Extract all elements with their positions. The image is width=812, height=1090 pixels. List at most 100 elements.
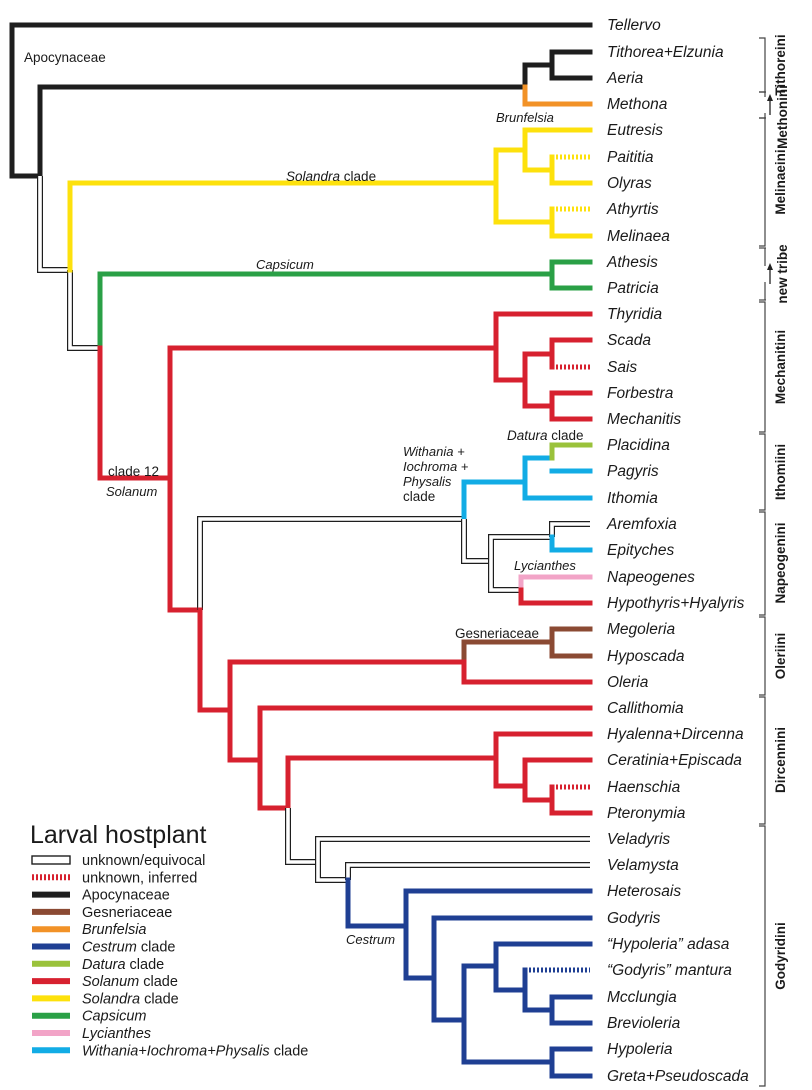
- unknown-ithomiini-napeogenini-core: [198, 517, 464, 610]
- branch-hypothyris: [518, 587, 593, 606]
- tribe-label: Godyridini: [773, 922, 788, 990]
- legend-title: Larval hostplant: [30, 821, 207, 849]
- clade-label-withania-4: clade: [403, 489, 435, 504]
- taxon-label: Pagyris: [607, 463, 659, 480]
- branch-brevioleria: [549, 1007, 593, 1026]
- legend-label-inferred: unknown, inferred: [82, 870, 197, 886]
- taxon-label: Ceratinia+Episcada: [607, 752, 742, 769]
- tribe-bracket: [759, 511, 766, 616]
- tribe-bracket: [759, 301, 766, 433]
- taxon-label: Megoleria: [607, 621, 675, 638]
- tribe-bracket: [759, 37, 766, 93]
- branch-hyalenna: [493, 731, 593, 761]
- clade-label-gesneriaceae: Gesneriaceae: [455, 626, 539, 641]
- taxon-label: Placidina: [607, 437, 670, 454]
- taxon-label: Patricia: [607, 280, 659, 297]
- unknown-napeogenini-core: [462, 519, 491, 563]
- unknown-backbone-2-core: [68, 270, 100, 350]
- clade-label-solanum: Solanum: [106, 484, 157, 499]
- branch-heterosais: [403, 888, 593, 929]
- taxon-label: Aremfoxia: [606, 516, 677, 533]
- tribe-arrow-head: [767, 263, 773, 270]
- unknown-godyridini-1-outline: [285, 808, 318, 865]
- branch-mech-b: [493, 345, 528, 383]
- branch-paititia-olyras: [522, 147, 555, 173]
- taxon-label: Mechanitis: [607, 411, 681, 428]
- clade-label-withania-1: Withania +: [403, 444, 465, 459]
- clade-label-withania-2: Iochroma +: [403, 459, 469, 474]
- taxon-label: Pteronymia: [607, 805, 686, 822]
- unknown-godyridini-1-core: [286, 808, 318, 864]
- legend-label-withania: Withania+Iochroma+Physalis clade: [82, 1043, 308, 1059]
- unknown-velamysta-outline: [345, 862, 590, 880]
- branch-melinaeini-b: [493, 180, 555, 225]
- branch-hypoleria-adasa: [493, 941, 593, 969]
- branch-mechanitis: [549, 390, 593, 422]
- unknown-aremfoxia-core: [550, 522, 590, 537]
- taxon-label: Eutresis: [607, 122, 663, 139]
- taxon-label: Thyridia: [607, 306, 663, 323]
- taxon-label: Olyras: [607, 175, 652, 192]
- tribe-bracket: [759, 696, 766, 825]
- unknown-godyridini-2-core: [316, 862, 348, 882]
- branch-dirc-b: [257, 757, 291, 811]
- taxon-label: Velamysta: [607, 857, 679, 874]
- tribe-label: Methonini: [775, 85, 790, 149]
- taxon-label: Oleria: [607, 674, 649, 691]
- branch-god-c: [461, 963, 499, 1023]
- tribe-label: Melinaeini: [773, 149, 788, 214]
- branch-mcclungia: [549, 994, 593, 1013]
- taxon-label: Athyrtis: [606, 201, 659, 218]
- branch-dircennini-core: [285, 755, 499, 811]
- tribe-label: Tithoreini: [773, 34, 788, 95]
- tribe-bracket: [759, 825, 766, 1087]
- branch-patricia: [549, 259, 593, 291]
- branch-melinaea: [549, 206, 593, 239]
- taxon-label: Mcclungia: [607, 989, 677, 1006]
- legend-label-capsicum: Capsicum: [82, 1009, 146, 1025]
- unknown-godyridini-2-outline: [315, 862, 348, 883]
- branch-dirc-god: [227, 707, 263, 763]
- clade-label-withania-3: Physalis: [403, 474, 452, 489]
- unknown-napeogenes-stem-core: [489, 561, 521, 592]
- legend-label-datura: Datura clade: [82, 957, 164, 973]
- branch-godyris: [431, 915, 593, 981]
- legend: Larval hostplant unknown/equivocalunknown…: [30, 821, 308, 1059]
- legend-swatch-unknown: [31, 855, 71, 865]
- taxon-label: Epityches: [607, 542, 674, 559]
- branch-methona: [522, 84, 593, 107]
- taxon-label: “Godyris” mantura: [607, 962, 732, 979]
- taxon-label: Napeogenes: [607, 569, 695, 586]
- taxon-label: Greta+Pseudoscada: [607, 1068, 749, 1085]
- unknown-backbone-2-outline: [67, 270, 100, 351]
- branch-root: [9, 22, 43, 179]
- branch-god-d: [493, 963, 528, 993]
- legend-label-brunfelsia: Brunfelsia: [82, 922, 146, 938]
- clade-label-datura: Datura clade: [507, 428, 584, 443]
- taxon-label: Melinaea: [607, 228, 670, 245]
- taxon-label: Hyposcada: [607, 648, 685, 665]
- branch-oleria: [461, 659, 593, 685]
- branch-god-e: [522, 967, 555, 1013]
- clade-label-apocynaceae: Apocynaceae: [24, 50, 106, 65]
- taxon-label: Hypothyris+Hyalyris: [607, 595, 745, 612]
- branch-scada-sais: [522, 351, 555, 383]
- branch-god-f: [461, 1017, 555, 1065]
- branch-hyposcada: [549, 626, 593, 659]
- branch-solanum-main: [167, 475, 203, 613]
- clade-label-capsicum: Capsicum: [256, 257, 314, 272]
- taxon-label: Sais: [607, 359, 637, 376]
- branch-gesneriaceae: [461, 639, 555, 665]
- taxon-label: Godyris: [607, 910, 661, 927]
- branch-placidina: [549, 442, 593, 461]
- branch-mechanitini-stem: [167, 345, 499, 481]
- branch-tithoreini-methonini: [37, 84, 528, 179]
- branch-capsicum-stem: [97, 271, 555, 351]
- taxon-label: Athesis: [606, 254, 658, 271]
- unknown-veladyris-core: [316, 837, 590, 862]
- taxon-label: “Hypoleria” adasa: [607, 936, 730, 953]
- tribe-arrow-head: [767, 94, 773, 101]
- legend-label-solanum: Solanum clade: [82, 974, 178, 990]
